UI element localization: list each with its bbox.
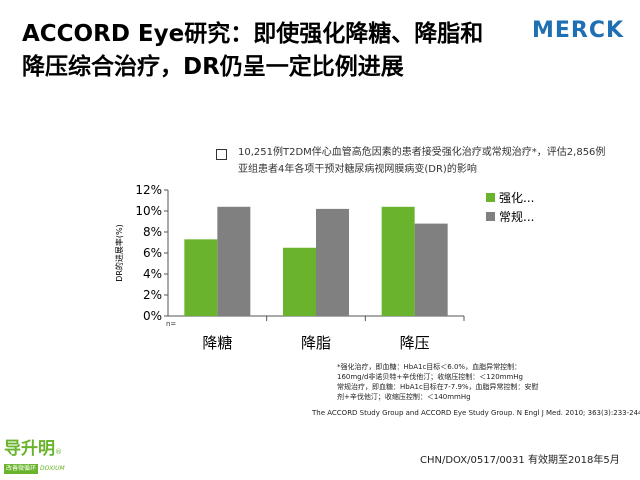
legend-label-1: 常规...: [499, 209, 534, 224]
slide-title: ACCORD Eye研究：即使强化降糖、降脂和 降压综合治疗，DR仍呈一定比例进…: [22, 18, 522, 84]
legend-label-0: 强化...: [499, 191, 534, 205]
slide-title-line1: ACCORD Eye研究：即使强化降糖、降脂和: [22, 21, 484, 47]
bar-intensive-1: [283, 247, 316, 316]
brand-name: 导升明®: [4, 439, 62, 459]
legend-swatch-1: [486, 212, 495, 221]
brand-tagline-right: DOXIUM: [40, 465, 65, 472]
bar-standard-1: [316, 208, 349, 316]
merck-logo: MERCK: [532, 18, 624, 43]
y-tick-label-0: 0%: [143, 309, 162, 323]
merck-logo-text: MERCK: [532, 18, 625, 43]
study-description: 10,251例T2DM伴心血管高危因素的患者接受强化治疗或常规治疗*，评估2,8…: [238, 144, 633, 178]
y-tick-label-2: 4%: [143, 267, 162, 281]
y-tick-label-6: 12%: [135, 183, 162, 197]
bullet-square-icon: [216, 149, 227, 160]
bar-standard-0: [217, 206, 251, 316]
footnote-line1: *强化治疗，即血糖：HbA1c目标＜6.0%，血脂异常控制：: [337, 363, 522, 371]
bar-intensive-0: [184, 239, 218, 316]
slide-title-line2: 降压综合治疗，DR仍呈一定比例进展: [22, 54, 404, 80]
brand-tagline: 改善微循环 DOXIUM: [4, 464, 100, 474]
brand-tagline-left: 改善微循环: [4, 464, 39, 474]
footnote-line3: 常规治疗，即血糖：HbA1c目标在7-7.9%，血脂异常控制：安慰: [337, 383, 539, 391]
y-tick-label-4: 8%: [143, 225, 162, 239]
legend-swatch-0: [486, 193, 495, 202]
study-description-line1: 10,251例T2DM伴心血管高危因素的患者接受强化治疗或常规治疗*，评估2,8…: [238, 147, 606, 158]
footnote-line2: 160mg/d非诺贝特+辛伐他汀；收缩压控制：＜120mmHg: [337, 373, 523, 381]
doxium-brand-logo: 导升明® 改善微循环 DOXIUM: [4, 438, 100, 474]
document-code: CHN/DOX/0517/0031 有效期至2018年5月: [420, 455, 620, 466]
n-equals-label: n=: [166, 320, 176, 328]
treatment-footnote: *强化治疗，即血糖：HbA1c目标＜6.0%，血脂异常控制： 160mg/d非诺…: [337, 362, 617, 402]
x-category-label-1: 降脂: [301, 334, 331, 352]
y-tick-label-5: 10%: [135, 204, 162, 218]
bar-intensive-2: [381, 206, 415, 316]
x-category-label-0: 降糖: [202, 334, 232, 352]
bar-standard-2: [414, 223, 448, 316]
footnote-line4: 剂+辛伐他汀；收缩压控制：＜140mmHg: [337, 393, 471, 401]
study-description-line2: 亚组患者4年各项干预对糖尿病视网膜病变(DR)的影响: [238, 164, 477, 175]
y-tick-label-1: 2%: [143, 288, 162, 302]
y-tick-label-3: 6%: [143, 246, 162, 260]
y-axis-title: DR的进展率(%): [114, 224, 124, 282]
x-category-label-2: 降压: [400, 334, 430, 352]
reference-citation: The ACCORD Study Group and ACCORD Eye St…: [312, 409, 640, 417]
